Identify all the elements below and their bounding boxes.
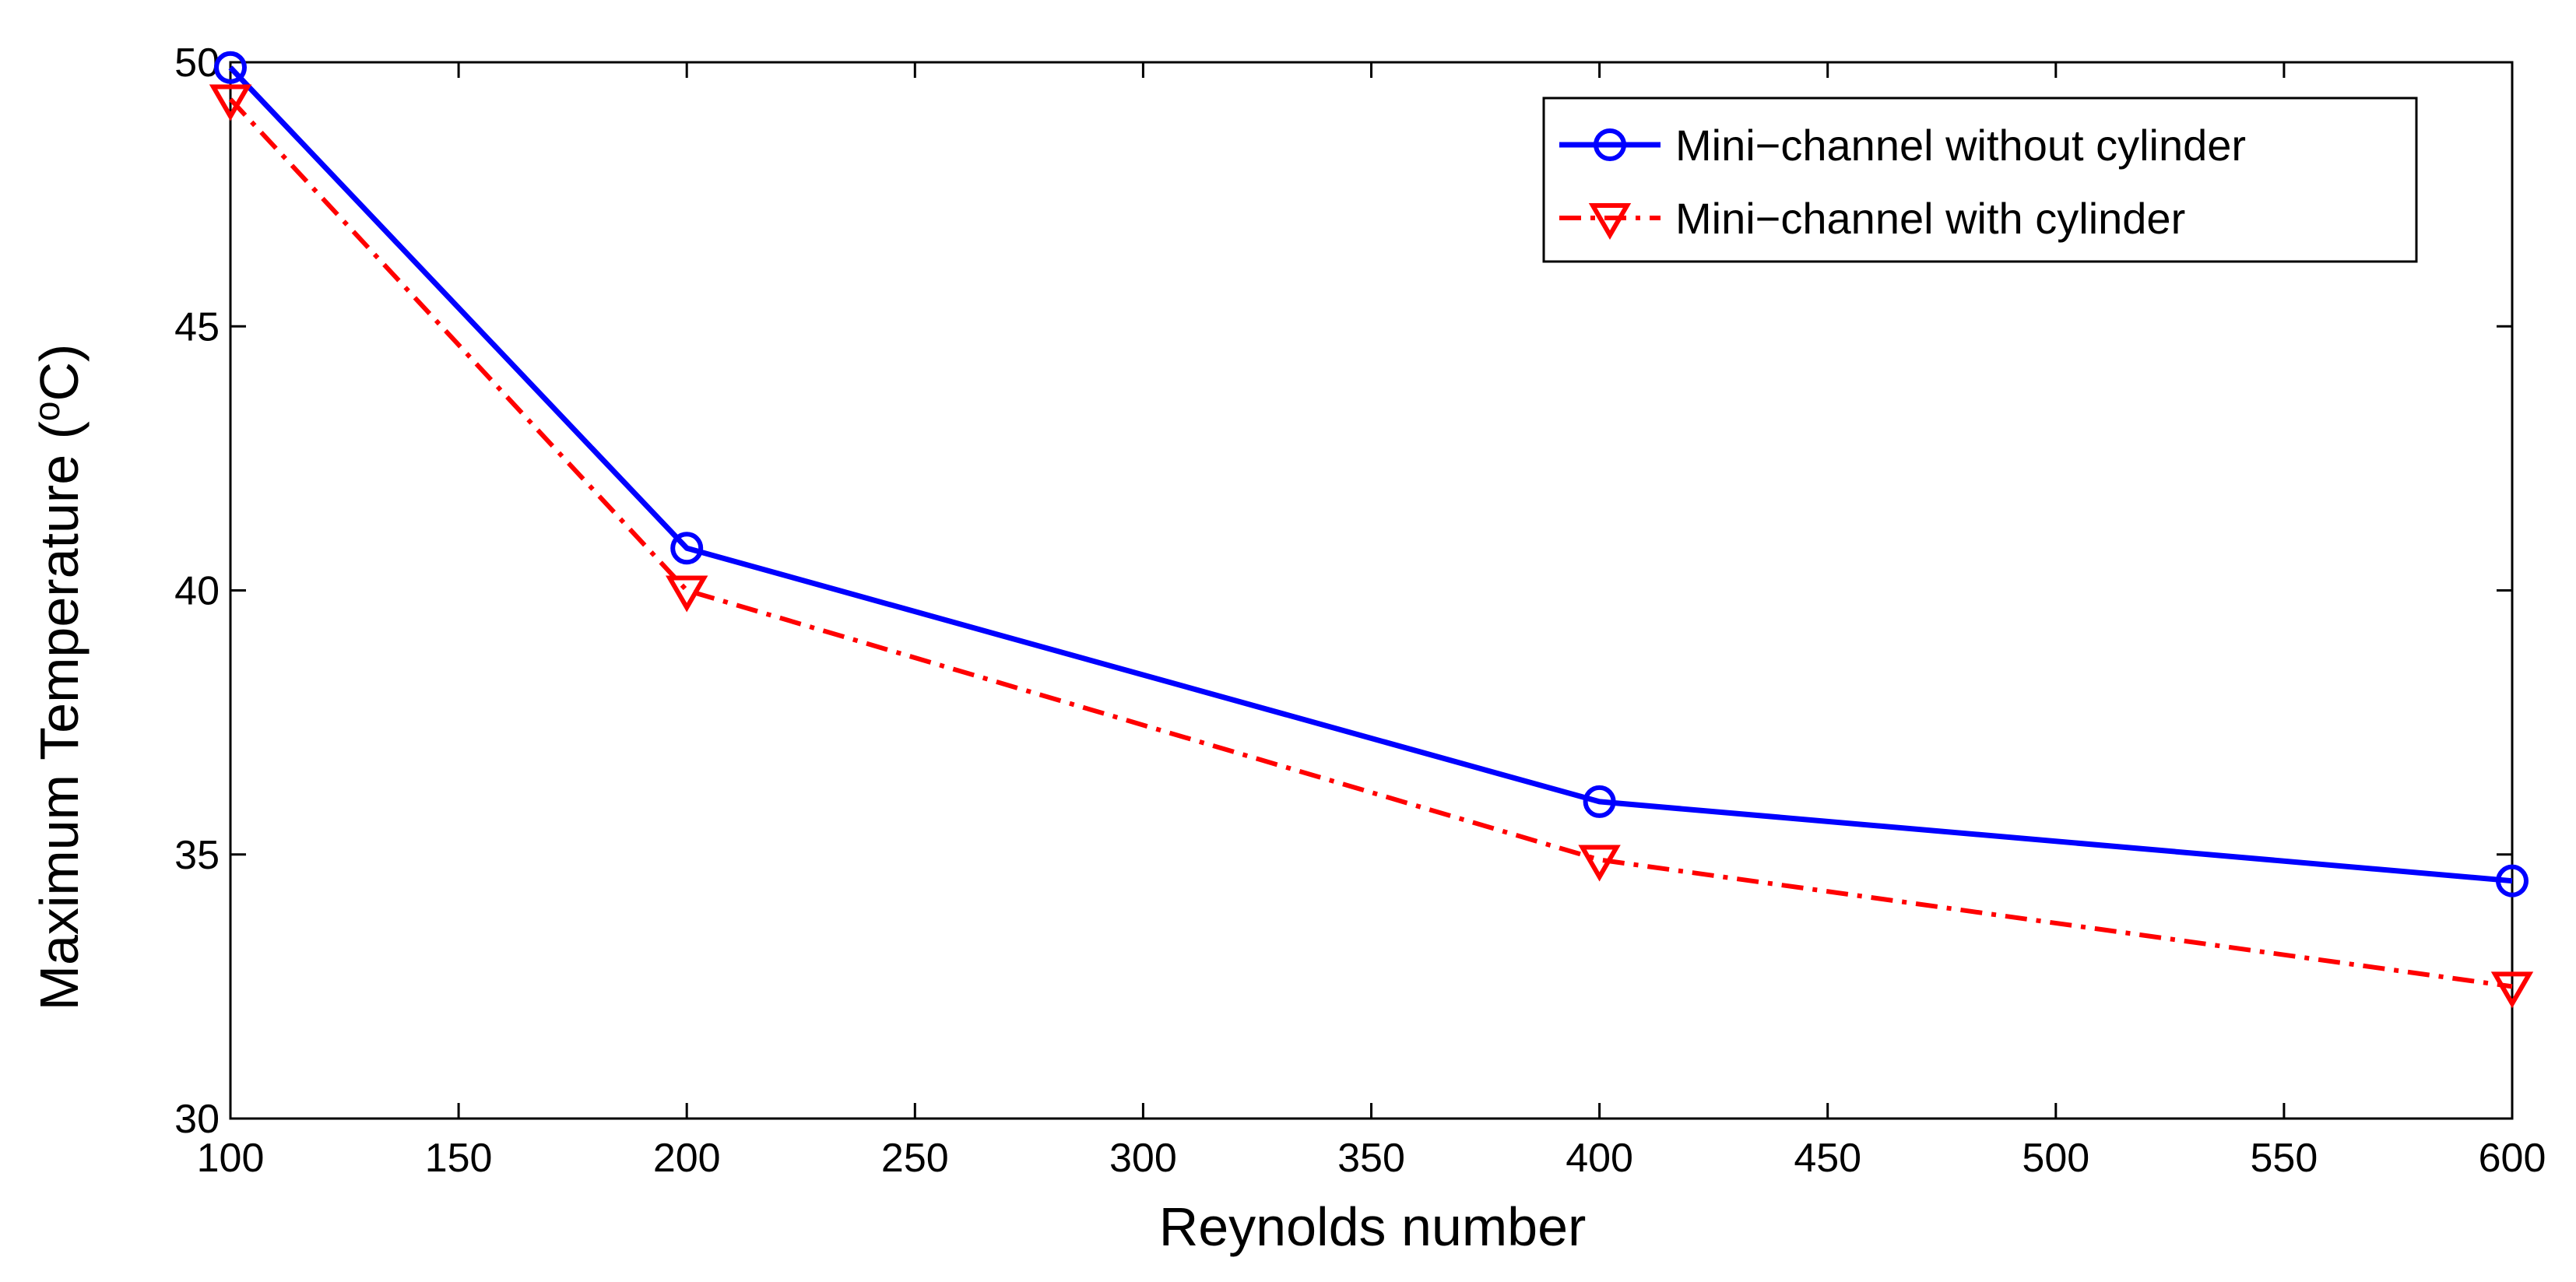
legend-entry-without-cylinder: Mini−channel without cylinder (1559, 121, 2246, 170)
legend-entry-with-cylinder: Mini−channel with cylinder (1559, 194, 2185, 243)
data-point-marker (214, 51, 247, 84)
data-point-marker (1583, 785, 1616, 818)
y-axis-title-superscript: o (26, 402, 67, 422)
x-tick-label: 450 (1794, 1136, 1861, 1181)
legend-label-with-cylinder: Mini−channel with cylinder (1675, 194, 2185, 243)
x-tick-label: 400 (1566, 1136, 1633, 1181)
data-point-marker (2496, 864, 2529, 897)
x-tick-label: 500 (2022, 1136, 2089, 1181)
series-line (228, 97, 2513, 989)
series-with-cylinder (209, 84, 2534, 1009)
y-tick-label: 30 (174, 1097, 220, 1142)
data-point-marker (2490, 971, 2534, 1009)
x-tick-label: 300 (1109, 1136, 1177, 1181)
x-axis-title: Reynolds number (1159, 1196, 1587, 1257)
x-tick-label: 200 (653, 1136, 721, 1181)
legend: Mini−channel without cylinder Mini−chann… (1542, 97, 2418, 263)
x-tick-label: 150 (425, 1136, 493, 1181)
legend-label-without-cylinder: Mini−channel without cylinder (1675, 121, 2246, 170)
y-tick-label: 35 (174, 833, 220, 878)
legend-box (1542, 97, 2418, 263)
data-point-marker (670, 532, 704, 565)
legend-marker-without-cylinder (1594, 128, 1626, 161)
data-point-marker (209, 84, 252, 121)
y-axis-title-prefix: Maximum Temperature ( (29, 421, 90, 1010)
series-layer (209, 51, 2534, 1009)
legend-marker-with-cylinder (1588, 203, 1632, 240)
y-axis-title-suffix: C) (29, 344, 90, 402)
x-tick-label: 250 (881, 1136, 949, 1181)
y-tick-label: 50 (174, 40, 220, 86)
x-axis-ticks: 100 150 200 250 300 350 400 450 500 550 600 (197, 62, 2546, 1181)
x-tick-label: 550 (2251, 1136, 2318, 1181)
x-tick-label: 100 (197, 1136, 265, 1181)
series-line (228, 65, 2513, 884)
data-point-marker (1578, 845, 1621, 882)
y-axis-ticks: 30 35 40 45 50 (174, 40, 2512, 1142)
y-axis-title: Maximum Temperature (oC) (26, 344, 90, 1011)
y-tick-label: 45 (174, 304, 220, 349)
y-tick-label: 40 (174, 569, 220, 614)
x-tick-label: 350 (1337, 1136, 1405, 1181)
series-without-cylinder (214, 51, 2529, 897)
data-point-marker (665, 575, 708, 613)
x-tick-label: 600 (2479, 1136, 2546, 1181)
